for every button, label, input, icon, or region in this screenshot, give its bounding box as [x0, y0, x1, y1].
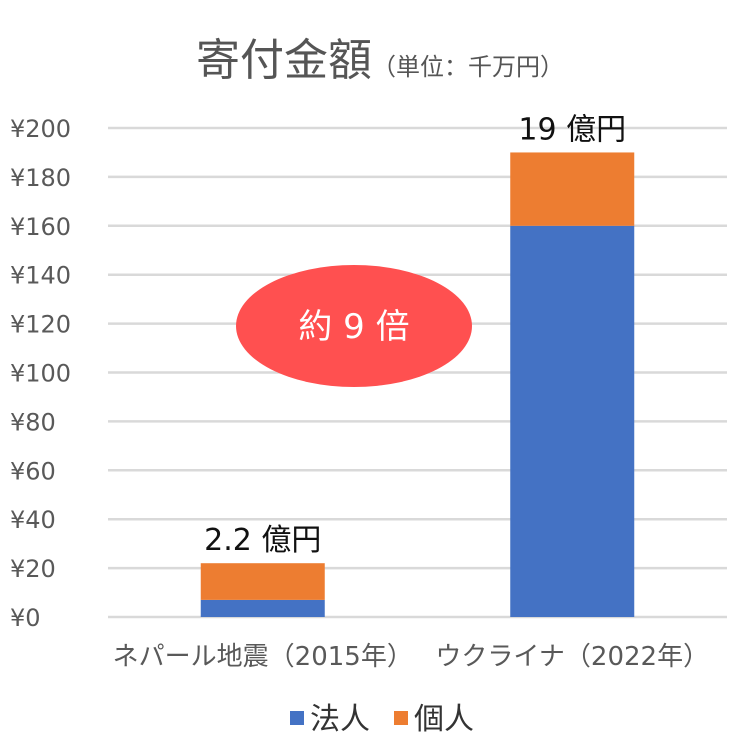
- x-category-label: ウクライナ（2022年）: [435, 642, 709, 672]
- y-tick-label: ¥200: [10, 115, 71, 143]
- y-tick-label: ¥20: [10, 555, 56, 583]
- bar-total-label: 19 億円: [518, 112, 626, 147]
- legend: 法人 個人: [290, 702, 474, 737]
- ratio-callout-ellipse: [236, 265, 472, 387]
- y-tick-label: ¥160: [10, 213, 71, 241]
- chart-title: 寄付金額（単位：千万円）: [196, 35, 564, 86]
- y-tick-label: ¥180: [10, 164, 71, 192]
- chart-title-unit: （単位：千万円）: [372, 53, 564, 81]
- ratio-callout: 約 9 倍: [236, 265, 472, 387]
- y-tick-label: ¥0: [10, 604, 41, 632]
- chart-title-main: 寄付金額: [196, 35, 372, 86]
- bar-segment: [200, 599, 325, 617]
- y-axis-tick-labels: ¥0 ¥20 ¥40 ¥60 ¥80 ¥100 ¥120 ¥140 ¥160 ¥180 ¥200: [10, 115, 71, 632]
- y-tick-label: ¥120: [10, 311, 71, 339]
- y-tick-label: ¥100: [10, 360, 71, 388]
- x-category-label: ネパール地震（2015年）: [113, 642, 413, 672]
- bar-segment: [200, 563, 325, 600]
- legend-label: 法人: [310, 702, 370, 737]
- legend-swatch: [290, 711, 304, 725]
- bars: [200, 152, 635, 618]
- legend-label: 個人: [414, 702, 474, 737]
- x-axis-category-labels: ネパール地震（2015年） ウクライナ（2022年）: [113, 642, 709, 672]
- legend-swatch: [394, 711, 408, 725]
- bar-total-label: 2.2 億円: [204, 523, 321, 558]
- data-labels: 2.2 億円 19 億円: [204, 112, 626, 558]
- bar-segment: [510, 225, 635, 618]
- y-tick-label: ¥140: [10, 262, 71, 290]
- ratio-callout-text: 約 9 倍: [298, 307, 409, 347]
- y-tick-label: ¥60: [10, 457, 56, 485]
- bar-segment: [510, 152, 635, 226]
- y-tick-label: ¥40: [10, 506, 56, 534]
- y-tick-label: ¥80: [10, 408, 56, 436]
